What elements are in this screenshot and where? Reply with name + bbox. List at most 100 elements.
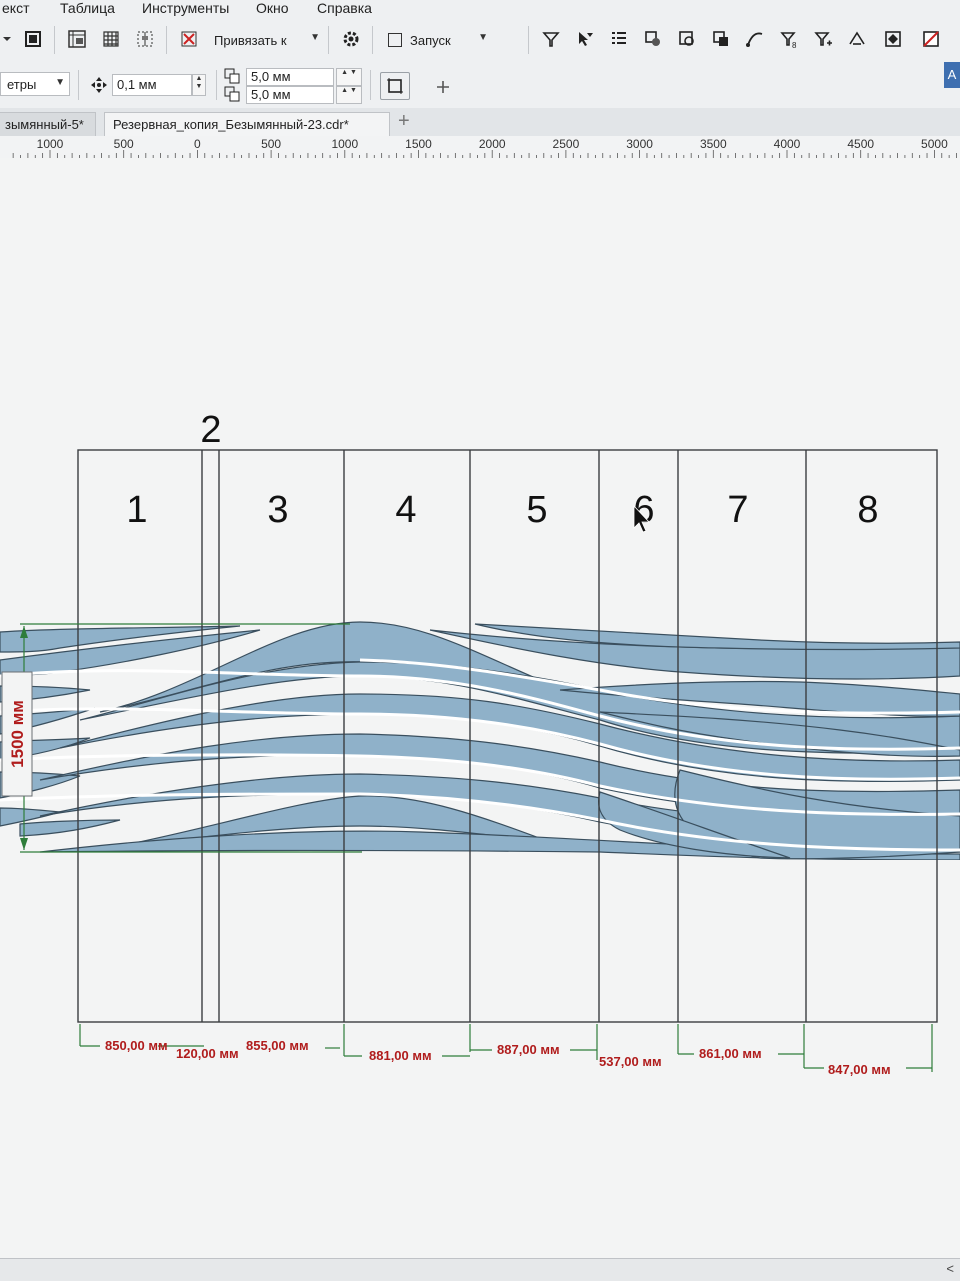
shapes-icon[interactable]: [640, 26, 666, 52]
rulers-icon[interactable]: [64, 26, 90, 52]
units-label: етры: [7, 76, 37, 92]
add-preset-icon[interactable]: [430, 74, 456, 100]
panel-frame: [77, 449, 938, 1023]
units-dropdown[interactable]: етры ▼: [0, 72, 70, 96]
panel-number-4: 4: [395, 489, 416, 531]
ruler-label: 4000: [774, 137, 801, 151]
drawing-canvas[interactable]: 1 2 3 4 5 6 7 8 1500 мм: [0, 158, 960, 1258]
launch-dropdown[interactable]: Запуск ▼: [382, 28, 492, 52]
nudge-spinner[interactable]: ▲ ▼: [192, 74, 206, 96]
width-label-2: 120,00 мм: [176, 1046, 239, 1061]
chevron-down-icon: ▼: [310, 32, 320, 43]
wave-band: [429, 629, 960, 680]
arrange-icon[interactable]: [708, 26, 734, 52]
duplicate-x-spinner[interactable]: ▲ ▼: [336, 68, 362, 86]
gap-line: [0, 792, 960, 852]
ruler-label: 3500: [700, 137, 727, 151]
panel-number-5: 5: [526, 489, 547, 531]
gap-line: [0, 707, 960, 781]
filter-add-icon[interactable]: [810, 26, 836, 52]
no-fill-icon[interactable]: [918, 26, 944, 52]
tab-document-5[interactable]: зымянный-5*: [0, 112, 96, 136]
panel-number-3: 3: [267, 489, 288, 531]
standard-toolbar: Привязать к ▼ Запуск ▼ 8: [0, 18, 960, 63]
panel-numbers: 1 2 3 4 5 6 7 8: [126, 409, 878, 531]
nudge-distance-input[interactable]: 0,1 мм: [112, 74, 192, 96]
ruler-label: 1000: [37, 137, 64, 151]
property-bar: етры ▼ 0,1 мм ▲ ▼ 5,0 мм ▲ ▼ 5,0 мм ▲ ▼ А: [0, 62, 960, 109]
horizontal-ruler[interactable]: 1000 500 0 500 1000 1500 2000 2500 3000 3500 4000 4…: [0, 136, 960, 159]
drawing: 1 2 3 4 5 6 7 8 1500 мм: [0, 409, 960, 1077]
menu-bar: екст Таблица Инструменты Окно Справка: [0, 0, 960, 18]
list-icon[interactable]: [606, 26, 632, 52]
guidelines-icon[interactable]: [132, 26, 158, 52]
width-label-5: 887,00 мм: [497, 1042, 560, 1057]
wave-artwork: [0, 621, 960, 860]
width-label-6: 537,00 мм: [599, 1054, 662, 1069]
width-label-4: 881,00 мм: [369, 1048, 432, 1063]
nudge-icon: [86, 72, 112, 98]
mouse-cursor-icon: [633, 504, 650, 533]
circle-objects-icon[interactable]: [674, 26, 700, 52]
width-label-7: 861,00 мм: [699, 1046, 762, 1061]
panel-number-8: 8: [857, 489, 878, 531]
horizontal-scrollbar[interactable]: <: [0, 1258, 960, 1281]
duplicate-distance-y-input[interactable]: 5,0 мм: [246, 86, 334, 104]
full-screen-icon[interactable]: [20, 26, 46, 52]
select-funnel-icon[interactable]: [572, 26, 598, 52]
overflow-arrow-icon[interactable]: [0, 26, 14, 52]
width-dimensions: [79, 1024, 933, 1072]
launch-icon: [388, 33, 402, 47]
menu-help[interactable]: Справка: [317, 0, 372, 16]
curve-tool-icon[interactable]: [742, 26, 768, 52]
height-dimension: 1500 мм: [1, 623, 362, 853]
ruler-label: 1000: [331, 137, 358, 151]
width-label-8: 847,00 мм: [828, 1062, 891, 1077]
ruler-label: 2000: [479, 137, 506, 151]
grid-icon[interactable]: [98, 26, 124, 52]
width-label-1: 850,00 мм: [105, 1038, 168, 1053]
fill-icon[interactable]: [880, 26, 906, 52]
wave-band: [19, 819, 121, 837]
ruler-label: 2500: [553, 137, 580, 151]
gap-line: [0, 669, 960, 751]
ruler-label: 4500: [847, 137, 874, 151]
page-frame-icon[interactable]: [380, 72, 410, 100]
chevron-down-icon: ▼: [55, 77, 65, 88]
height-label: 1500 мм: [8, 700, 27, 768]
svg-text:8: 8: [792, 41, 797, 49]
wave-band: [0, 625, 241, 653]
duplicate-y-spinner[interactable]: ▲ ▼: [336, 86, 362, 104]
scroll-left-button[interactable]: <: [946, 1261, 954, 1276]
add-tab-icon[interactable]: +: [398, 110, 410, 132]
stretch-icon[interactable]: [844, 26, 870, 52]
width-labels: 850,00 мм 120,00 мм 855,00 мм 881,00 мм …: [105, 1038, 891, 1077]
ruler-label: 1500: [405, 137, 432, 151]
document-tabs: зымянный-5* Резервная_копия_Безымянный-2…: [0, 108, 960, 137]
gear-icon[interactable]: [338, 26, 364, 52]
filter-8-icon[interactable]: 8: [776, 26, 802, 52]
ruler-label: 3000: [626, 137, 653, 151]
panel-number-2: 2: [200, 409, 221, 451]
wave-gaps: [0, 658, 960, 852]
gap-line: [359, 658, 960, 715]
chevron-down-icon: ▼: [478, 32, 488, 43]
menu-text[interactable]: екст: [2, 0, 30, 16]
menu-tools[interactable]: Инструменты: [142, 0, 230, 16]
snap-off-icon[interactable]: [176, 26, 202, 52]
tab-backup-document-23[interactable]: Резервная_копия_Безымянный-23.cdr*: [104, 112, 390, 136]
ruler-label: 500: [261, 137, 281, 151]
duplicate-distance-x-input[interactable]: 5,0 мм: [246, 68, 334, 86]
ruler-label: 5000: [921, 137, 948, 151]
launch-label: Запуск: [410, 32, 451, 48]
wave-band: [559, 680, 960, 717]
funnel-icon[interactable]: [538, 26, 564, 52]
docker-tab[interactable]: А: [944, 62, 960, 88]
menu-window[interactable]: Окно: [256, 0, 289, 16]
panel-number-1: 1: [126, 489, 147, 531]
ruler-scale: 1000 500 0 500 1000 1500 2000 2500 3000 3500 4000 4…: [12, 137, 957, 158]
panels-outline: [77, 449, 938, 1023]
gap-line: [0, 753, 960, 816]
snap-to-dropdown[interactable]: Привязать к ▼: [208, 28, 324, 52]
menu-table[interactable]: Таблица: [60, 0, 115, 16]
